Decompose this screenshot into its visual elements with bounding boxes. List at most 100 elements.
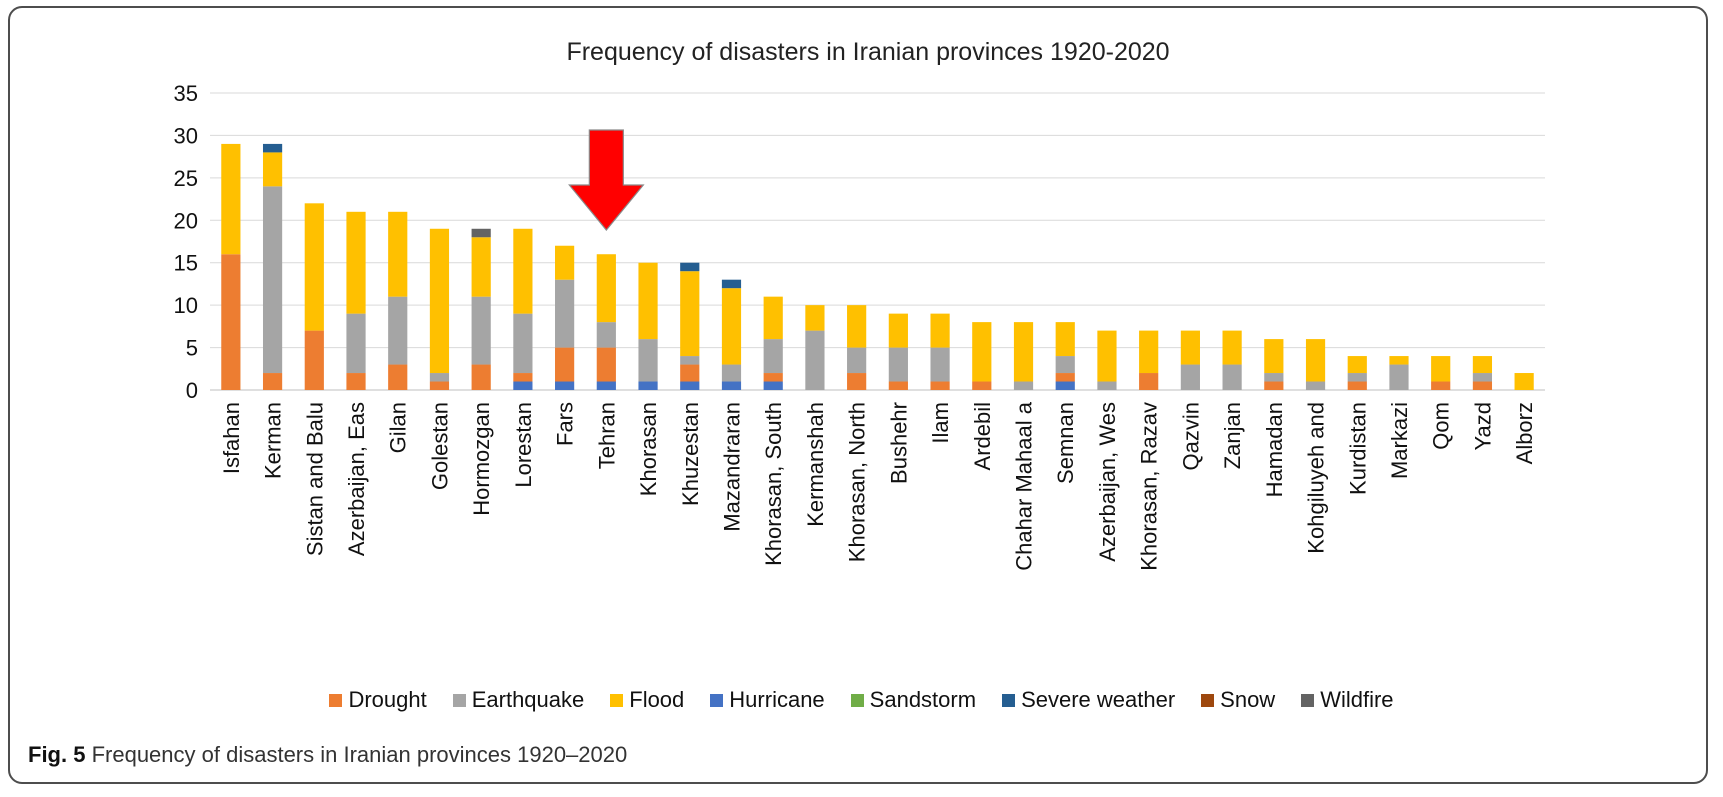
bar-segment-earthquake [930,347,950,382]
bar-segment-drought [346,373,366,390]
annotation-arrow [568,129,645,231]
legend-item-hurricane: Hurricane [710,687,825,713]
bar-segment-earthquake [1013,381,1034,390]
bar-segment-earthquake [555,279,575,348]
bar-segment-earthquake [1180,364,1200,390]
bar-segment-drought [304,330,324,390]
bar-segment-drought [555,347,575,382]
x-tick-label: Azerbaijan, Eas [344,402,369,556]
legend-swatch [850,693,864,707]
red-arrow-icon [568,129,645,231]
bar-segment-flood [1389,356,1409,365]
x-tick-label: Khuzestan [678,402,703,506]
bar-segment-flood [638,262,658,340]
bar-segment-earthquake [471,296,491,365]
x-tick-label: Yazd [1470,402,1495,451]
bar-segment-earthquake [1389,364,1409,390]
legend-swatch [1301,693,1315,707]
bar-segment-drought [471,364,491,390]
bar-segment-flood [1222,330,1242,365]
legend-swatch [452,693,466,707]
bar-segment-flood [763,296,783,340]
legend-label: Drought [348,687,427,712]
bar-segment-earthquake [1222,364,1242,390]
bar-segment-severe-weather [721,279,742,289]
bars [221,143,1534,390]
bar-segment-hurricane [638,381,658,390]
bar-segment-earthquake [1347,373,1367,382]
bar-segment-wildfire [471,228,491,238]
bar-segment-earthquake [262,186,283,374]
bar-segment-flood [346,211,366,314]
bar-segment-flood [1180,330,1200,365]
bar-segment-flood [805,305,825,331]
x-tick-label: Qazvin [1178,402,1203,470]
y-tick-label: 25 [174,166,198,191]
legend-label: Wildfire [1320,687,1394,712]
bar-segment-drought [596,347,616,382]
bar-segment-flood [930,313,950,348]
bar-segment-flood [1431,356,1451,382]
legend-item-sandstorm: Sandstorm [850,687,977,713]
bar-segment-drought [1431,381,1451,390]
bar-segment-flood [388,211,408,297]
bar-segment-drought [513,373,533,382]
bar-segment-drought [221,254,241,390]
bar-segment-hurricane [513,381,533,390]
bar-segment-flood [1305,339,1326,382]
x-tick-label: Kohgiluyeh and [1304,402,1329,554]
caption-text: Frequency of disasters in Iranian provin… [91,742,628,767]
y-tick-label: 5 [186,336,198,361]
bar-segment-flood [888,313,908,348]
legend-item-flood: Flood [610,687,684,713]
bar-segment-earthquake [680,356,700,365]
bar-segment-severe-weather [262,143,283,153]
bar-segment-drought [1347,381,1367,390]
bar-segment-hurricane [1055,381,1075,390]
x-tick-label: Alborz [1512,402,1537,464]
legend-swatch [710,693,724,707]
bar-segment-flood [513,228,533,314]
x-tick-label: Golestan [427,402,452,490]
bar-segment-drought [1139,373,1159,390]
x-tick-label: Bushehr [886,402,911,484]
bar-segment-drought [930,381,950,390]
y-tick-label: 0 [186,378,198,403]
y-tick-label: 20 [174,208,198,233]
x-tick-label: Markazi [1387,402,1412,479]
bar-segment-flood [304,203,324,331]
bar-segment-earthquake [888,347,908,382]
x-tick-label: Zanjan [1220,402,1245,469]
legend-swatch [1201,693,1215,707]
x-tick-label: Tehran [594,402,619,469]
bar-segment-flood [221,143,241,255]
x-tick-label: Mazandraran [719,402,744,532]
bar-segment-flood [847,305,867,348]
x-tick-label: Khorasan, South [761,402,786,566]
legend-label: Earthquake [471,687,585,712]
bar-segment-flood [555,245,575,280]
x-tick-label: Gilan [386,402,411,453]
x-tick-label: Kermanshah [803,402,828,527]
bar-segment-flood [429,228,450,374]
legend-label: Flood [629,687,685,712]
y-axis-ticks: 0 5 10 15 20 25 30 35 [174,81,198,403]
legend-label: Severe weather [1021,687,1176,712]
bar-segment-earthquake [721,364,742,382]
x-tick-label: Kerman [261,402,286,479]
bar-segment-hurricane [721,381,742,390]
legend-swatch [610,693,624,707]
bar-segment-drought [888,381,908,390]
legend-item-severe-weather: Severe weather [1002,687,1175,713]
bar-segment-earthquake [1305,381,1326,390]
chart-title: Frequency of disasters in Iranian provin… [566,38,1169,66]
bar-segment-drought [1055,373,1075,382]
bar-segment-severe-weather [680,262,700,272]
bar-segment-hurricane [596,381,616,390]
bar-segment-drought [763,373,783,382]
x-tick-label: Chahar Mahaal a [1012,401,1037,571]
bar-segment-flood [1347,356,1367,374]
bar-segment-drought [388,364,408,390]
y-tick-label: 35 [174,81,198,106]
legend-label: Sandstorm [869,687,977,712]
